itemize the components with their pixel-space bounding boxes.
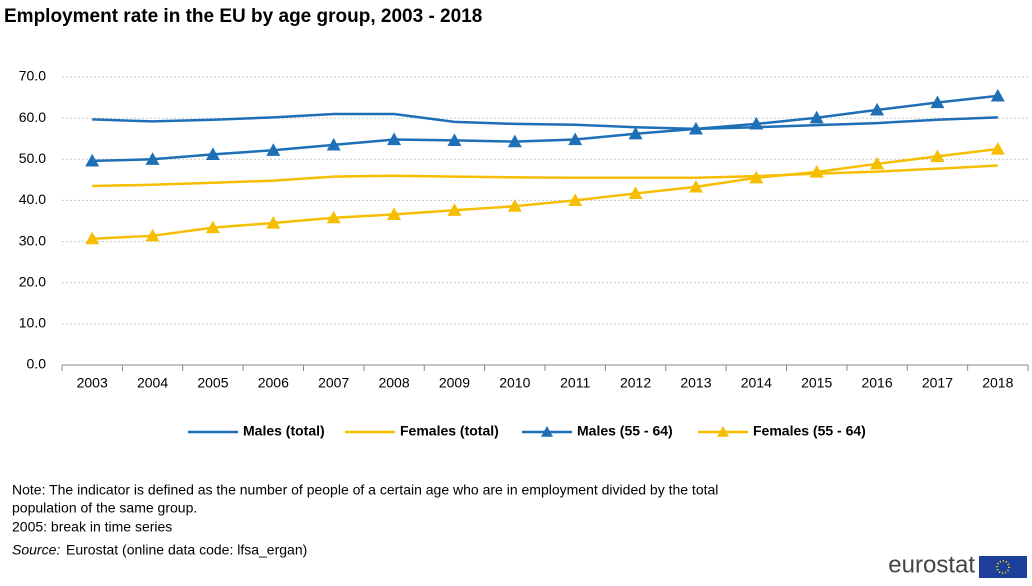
marker xyxy=(447,203,462,216)
x-tick-label: 2013 xyxy=(680,375,711,391)
marker xyxy=(387,132,402,146)
y-tick-label: 30.0 xyxy=(19,232,46,248)
chart-title: Employment rate in the EU by age group, … xyxy=(4,6,482,27)
marker xyxy=(870,102,885,116)
marker xyxy=(85,153,100,167)
x-tick-label: 2008 xyxy=(378,375,409,391)
marker xyxy=(990,142,1005,155)
marker xyxy=(205,220,220,234)
marker xyxy=(628,126,643,140)
marker xyxy=(326,137,341,151)
marker xyxy=(85,231,100,245)
legend-label: Males (55 - 64) xyxy=(577,423,673,439)
marker xyxy=(990,88,1005,102)
y-tick-label: 60.0 xyxy=(19,109,46,125)
marker xyxy=(749,116,764,130)
y-tick-label: 20.0 xyxy=(19,273,46,289)
y-tick-label: 10.0 xyxy=(19,315,46,331)
x-tick-label: 2015 xyxy=(801,375,832,391)
marker xyxy=(326,210,341,224)
marker xyxy=(145,152,160,165)
y-tick-label: 0.0 xyxy=(27,356,47,372)
marker xyxy=(628,186,643,200)
marker xyxy=(205,147,220,160)
marker xyxy=(930,95,945,109)
marker xyxy=(266,143,281,156)
marker xyxy=(447,133,462,146)
x-tick-label: 2003 xyxy=(77,375,108,391)
legend-marker xyxy=(717,426,729,437)
marker xyxy=(688,179,703,193)
note-line: Note: The indicator is defined as the nu… xyxy=(12,482,718,498)
line xyxy=(92,112,998,131)
logo: eurostat xyxy=(888,551,975,578)
x-tick-label: 2007 xyxy=(318,375,349,391)
legend-label: Females (55 - 64) xyxy=(753,423,866,439)
x-tick-label: 2011 xyxy=(560,375,590,391)
marker xyxy=(930,149,945,163)
y-tick-label: 40.0 xyxy=(19,191,46,207)
marker xyxy=(387,207,402,221)
eu-flag xyxy=(979,556,1027,578)
marker xyxy=(507,134,522,148)
x-tick-label: 2017 xyxy=(922,375,953,391)
marker xyxy=(568,193,583,207)
note-line: 2005: break in time series xyxy=(12,519,172,535)
y-tick-label: 50.0 xyxy=(19,150,46,166)
marker xyxy=(568,132,583,146)
legend-marker xyxy=(541,426,553,437)
x-tick-label: 2018 xyxy=(982,375,1013,391)
eu-stars xyxy=(996,560,1010,574)
source-label: Source: xyxy=(12,542,60,558)
x-tick-label: 2004 xyxy=(137,375,168,391)
legend-label: Females (total) xyxy=(400,423,499,439)
source-text: Eurostat (online data code: lfsa_ergan) xyxy=(66,542,307,558)
marker xyxy=(145,228,160,242)
legend-label: Males (total) xyxy=(243,423,325,439)
y-tick-label: 70.0 xyxy=(19,68,46,84)
marker xyxy=(749,170,764,184)
marker xyxy=(266,216,281,229)
marker xyxy=(507,199,522,212)
note-line: population of the same group. xyxy=(12,500,197,516)
x-tick-label: 2014 xyxy=(741,375,772,391)
x-tick-label: 2010 xyxy=(499,375,530,391)
marker xyxy=(870,156,885,170)
line xyxy=(92,94,998,163)
x-tick-label: 2005 xyxy=(197,375,228,391)
marker xyxy=(809,110,824,124)
x-tick-label: 2012 xyxy=(620,375,651,391)
x-tick-label: 2009 xyxy=(439,375,470,391)
x-tick-label: 2016 xyxy=(861,375,892,391)
line xyxy=(92,147,998,240)
marker xyxy=(809,165,824,178)
x-tick-label: 2006 xyxy=(258,375,289,391)
line xyxy=(92,164,998,188)
marker xyxy=(688,121,703,135)
